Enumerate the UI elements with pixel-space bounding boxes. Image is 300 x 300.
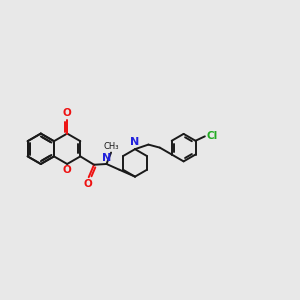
Text: N: N bbox=[102, 153, 111, 163]
Text: O: O bbox=[84, 179, 93, 189]
Text: N: N bbox=[130, 137, 140, 147]
Text: O: O bbox=[63, 109, 71, 118]
Text: Cl: Cl bbox=[206, 131, 217, 141]
Text: O: O bbox=[62, 165, 71, 175]
Text: CH₃: CH₃ bbox=[103, 142, 119, 151]
